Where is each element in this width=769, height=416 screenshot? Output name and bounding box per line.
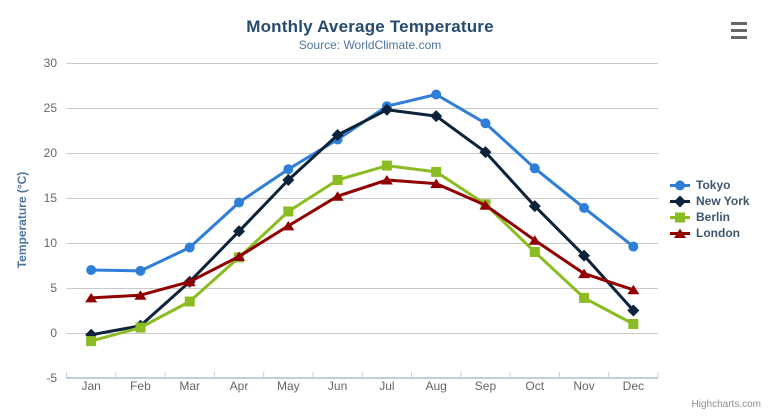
x-axis-label: Jul [379, 379, 394, 393]
legend-item-london[interactable]: London [670, 225, 750, 241]
legend-item-berlin[interactable]: Berlin [670, 209, 750, 225]
y-axis-label: 20 [44, 146, 58, 160]
series-london-marker[interactable] [578, 268, 591, 279]
series-new-york-marker[interactable] [479, 146, 492, 159]
series-new-york-marker[interactable] [331, 129, 344, 141]
series-tokyo-marker[interactable] [184, 242, 195, 253]
y-axis-label: 30 [44, 56, 58, 70]
legend-triangle-icon [670, 228, 690, 238]
legend-symbol [675, 180, 685, 190]
series-new-york-marker[interactable] [627, 304, 640, 317]
series-berlin-marker[interactable] [431, 166, 442, 177]
y-axis-label: 15 [44, 191, 58, 205]
series-london-marker[interactable] [183, 276, 196, 287]
series-london-line[interactable] [89, 178, 635, 300]
legend-symbol [674, 195, 686, 207]
legend-diamond-icon [670, 195, 690, 207]
series-berlin-marker[interactable] [135, 322, 146, 333]
series-berlin-marker[interactable] [628, 319, 639, 329]
series-new-york-marker[interactable] [380, 103, 393, 116]
series-tokyo-marker[interactable] [234, 197, 245, 208]
legend-label: Tokyo [696, 178, 731, 192]
legend-symbol [674, 228, 686, 238]
series-london-marker[interactable] [331, 191, 344, 201]
series-tokyo-marker[interactable] [628, 241, 639, 252]
legend-symbol [675, 212, 685, 222]
series-london-marker[interactable] [380, 175, 393, 185]
x-axis-label: Aug [426, 379, 447, 393]
series-berlin-marker[interactable] [529, 247, 540, 257]
x-axis-label: Mar [179, 379, 200, 393]
x-axis-label: Sep [475, 379, 497, 393]
series-london-marker[interactable] [528, 235, 541, 245]
series-new-york-marker[interactable] [282, 174, 295, 186]
series-london-marker[interactable] [233, 251, 246, 262]
series-london-marker[interactable] [479, 200, 492, 210]
series-berlin-line[interactable] [89, 164, 635, 343]
y-axis-label: 5 [50, 281, 57, 295]
chart-subtitle: Source: WorldClimate.com [298, 38, 442, 52]
x-axis-label: Apr [230, 379, 249, 393]
series-berlin-marker[interactable] [332, 175, 343, 185]
x-axis-label: Nov [573, 379, 594, 393]
series-new-york-line[interactable] [89, 108, 635, 337]
y-axis-label: 10 [44, 236, 58, 250]
series-new-york-marker[interactable] [578, 249, 591, 262]
y-axis-label: 0 [50, 326, 57, 340]
credits-link[interactable]: Highcharts.com [691, 399, 761, 410]
export-menu-button[interactable] [730, 21, 748, 40]
chart-title: Monthly Average Temperature [246, 17, 494, 36]
series-berlin-marker[interactable] [283, 206, 294, 217]
series-london-marker[interactable] [282, 220, 295, 231]
series-london-marker[interactable] [627, 284, 640, 295]
legend-circle-icon [670, 180, 690, 190]
x-axis-label: May [277, 379, 300, 393]
series-tokyo-marker[interactable] [135, 265, 146, 276]
legend-label: London [696, 226, 740, 240]
series-berlin-marker[interactable] [381, 160, 392, 171]
series-berlin-marker[interactable] [579, 292, 590, 303]
series-new-york-marker[interactable] [430, 110, 443, 123]
x-axis-label: Oct [525, 379, 544, 393]
series-london-marker[interactable] [85, 292, 98, 303]
series-tokyo-marker[interactable] [480, 118, 491, 129]
y-axis-label: 25 [44, 101, 58, 115]
series-new-york-marker[interactable] [528, 200, 541, 213]
hamburger-icon [731, 22, 747, 39]
x-axis-label: Jun [328, 379, 347, 393]
series-london-marker[interactable] [430, 178, 443, 189]
series-tokyo-marker[interactable] [431, 89, 442, 100]
series-berlin-marker[interactable] [184, 296, 195, 307]
series-tokyo-marker[interactable] [529, 163, 540, 174]
x-axis-label: Feb [130, 379, 151, 393]
y-axis-title: Temperature (°C) [15, 172, 29, 269]
legend-label: New York [696, 194, 750, 208]
x-axis-label: Dec [623, 379, 644, 393]
legend-label: Berlin [696, 210, 731, 224]
series-tokyo-marker[interactable] [579, 202, 590, 213]
series-berlin-marker[interactable] [86, 336, 97, 347]
legend-square-icon [670, 212, 690, 222]
legend-item-new-york[interactable]: New York [670, 193, 750, 209]
series-tokyo-marker[interactable] [283, 164, 294, 175]
series-london-marker[interactable] [134, 290, 147, 300]
series-new-york-marker[interactable] [233, 225, 246, 238]
series-tokyo-marker[interactable] [86, 265, 97, 275]
y-axis-label: -5 [46, 371, 57, 385]
x-axis-label: Jan [81, 379, 100, 393]
legend: Tokyo New York Berlin London [670, 177, 750, 241]
legend-item-tokyo[interactable]: Tokyo [670, 177, 750, 193]
